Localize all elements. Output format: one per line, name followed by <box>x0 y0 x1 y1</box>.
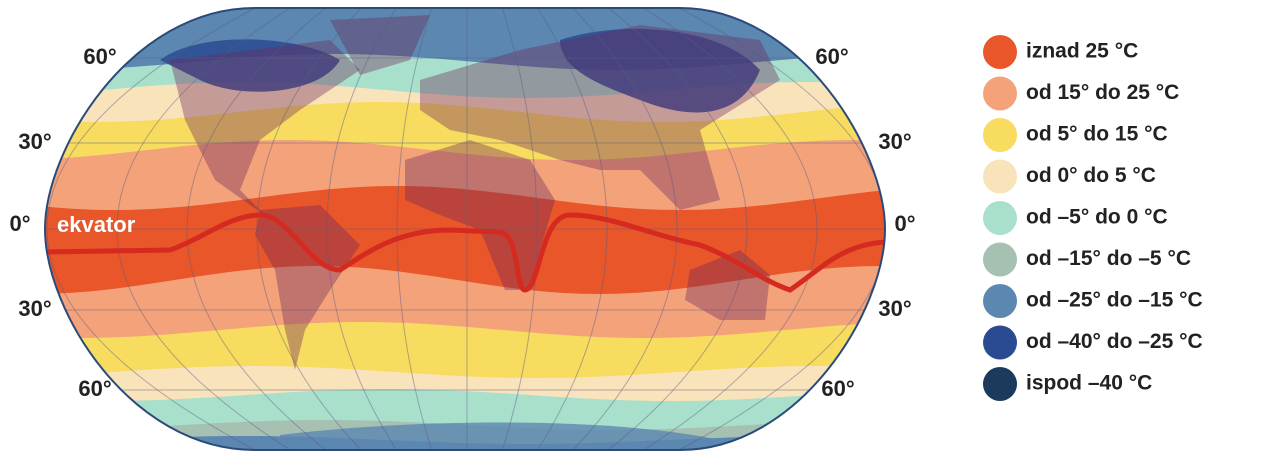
legend-swatch <box>983 76 1017 111</box>
north-america <box>170 40 360 215</box>
cold-region <box>280 422 720 450</box>
meridian <box>643 8 818 450</box>
meridian <box>572 8 678 450</box>
legend-label: ispod –40 °C <box>1026 372 1152 395</box>
eurasia <box>420 25 780 210</box>
temperature-bands <box>45 8 885 450</box>
meridian <box>186 8 326 450</box>
latitude-label: 60° <box>815 44 848 69</box>
legend: iznad 25 °C od 15° do 25 °C od 5° do 15 °C… <box>983 35 1203 401</box>
meridian <box>116 8 291 450</box>
legend-label: od –5° do 0 °C <box>1026 206 1168 229</box>
latitude-label: 60° <box>821 376 854 401</box>
latitude-label: 30° <box>18 296 51 321</box>
legend-label: od –40° do –25 °C <box>1026 330 1203 353</box>
latitude-label: 30° <box>878 129 911 154</box>
legend-swatch <box>983 159 1017 194</box>
latitude-label: 0° <box>9 211 30 236</box>
cold-region <box>560 28 760 113</box>
meridian <box>678 8 885 450</box>
greenland <box>330 15 430 75</box>
meridian <box>46 8 256 450</box>
meridian <box>608 8 748 450</box>
legend-swatch <box>983 325 1017 360</box>
legend-swatch <box>983 284 1017 318</box>
meridian <box>396 8 433 450</box>
legend-swatch <box>983 367 1017 401</box>
meridian <box>501 8 538 450</box>
latitude-label: 0° <box>894 211 915 236</box>
legend-label: od –25° do –15 °C <box>1026 289 1203 312</box>
cold-region <box>160 39 340 92</box>
legend-label: od 15° do 25 °C <box>1026 81 1179 104</box>
equator-line <box>45 212 885 293</box>
meridian <box>537 8 608 450</box>
latitude-label: 60° <box>83 44 116 69</box>
africa <box>405 140 555 290</box>
legend-swatch <box>983 35 1017 69</box>
legend-label: od 0° do 5 °C <box>1026 164 1156 187</box>
latitude-label: 30° <box>878 296 911 321</box>
legend-label: iznad 25 °C <box>1026 40 1138 63</box>
legend-label: od –15° do –5 °C <box>1026 247 1191 270</box>
latitude-labels: 60° 60° 30° 30° 0° 0° 30° 30° 60° 60° <box>9 44 915 401</box>
legend-swatch <box>983 242 1017 277</box>
legend-swatch <box>983 118 1017 152</box>
legend-swatch <box>983 201 1017 235</box>
latitude-label: 60° <box>78 376 111 401</box>
latitude-label: 30° <box>18 129 51 154</box>
globe-outline <box>43 7 887 451</box>
meridian <box>326 8 397 450</box>
south-america <box>255 205 360 370</box>
equator-label: ekvator <box>57 212 136 237</box>
legend-label: od 5° do 15 °C <box>1026 123 1168 146</box>
meridian <box>256 8 362 450</box>
